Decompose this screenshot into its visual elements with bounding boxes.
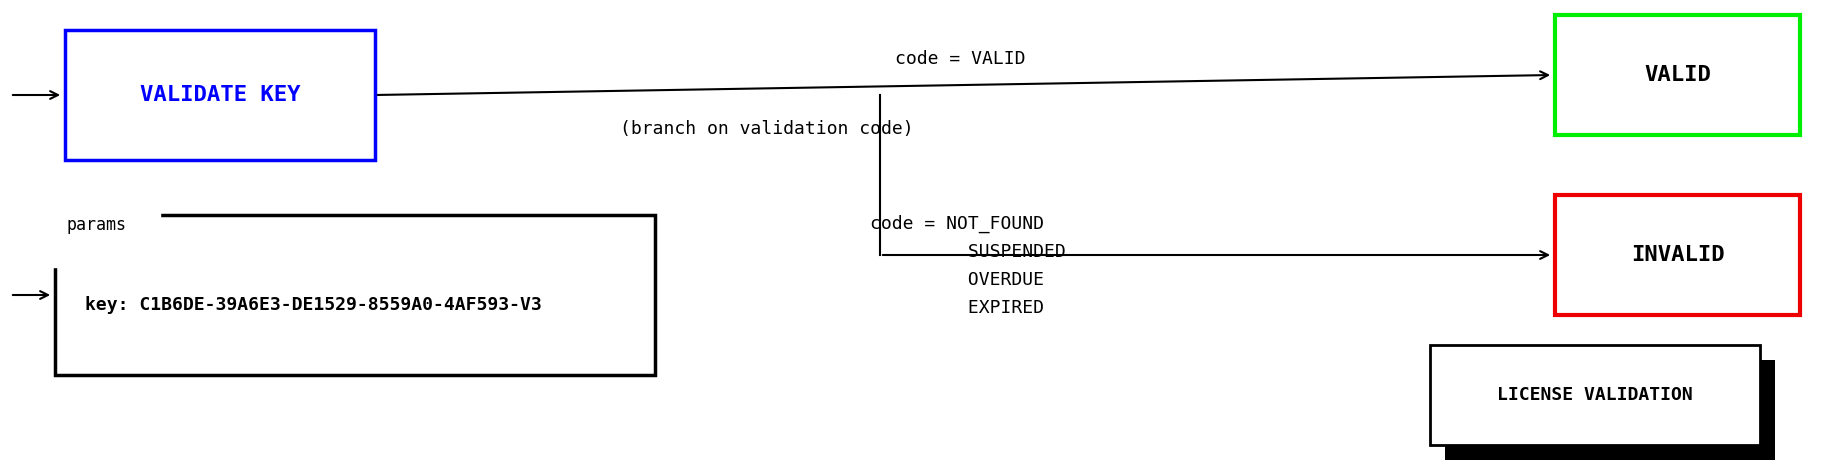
Text: SUSPENDED: SUSPENDED xyxy=(869,243,1066,261)
Text: VALID: VALID xyxy=(1643,65,1711,85)
Text: code = VALID: code = VALID xyxy=(895,50,1026,68)
Text: (branch on validation code): (branch on validation code) xyxy=(619,120,913,138)
Bar xyxy=(1554,195,1800,315)
Text: params: params xyxy=(67,216,128,234)
Bar xyxy=(1445,360,1775,460)
Bar xyxy=(66,30,375,160)
Text: OVERDUE: OVERDUE xyxy=(869,271,1044,289)
Bar xyxy=(1554,15,1800,135)
Bar xyxy=(55,215,654,375)
Text: key: C1B6DE-39A6E3-DE1529-8559A0-4AF593-V3: key: C1B6DE-39A6E3-DE1529-8559A0-4AF593-… xyxy=(86,296,541,314)
Text: code = NOT_FOUND: code = NOT_FOUND xyxy=(869,215,1044,233)
Text: EXPIRED: EXPIRED xyxy=(869,299,1044,317)
Text: INVALID: INVALID xyxy=(1631,245,1724,265)
Bar xyxy=(1430,345,1760,445)
Text: VALIDATE KEY: VALIDATE KEY xyxy=(140,85,301,105)
Text: LICENSE VALIDATION: LICENSE VALIDATION xyxy=(1498,386,1693,404)
